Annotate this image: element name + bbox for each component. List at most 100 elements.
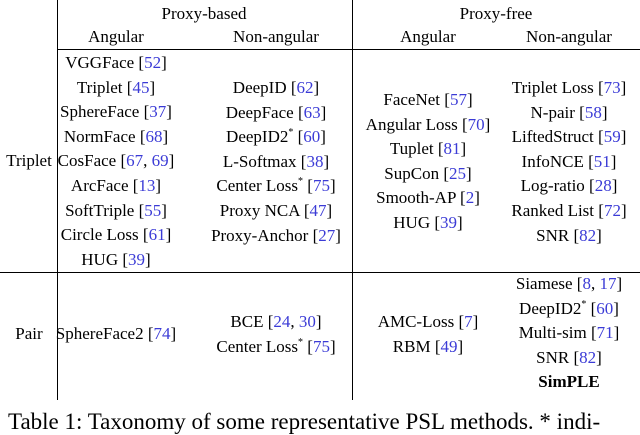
method-name: RBM	[392, 336, 431, 356]
citation-link[interactable]: 81	[443, 139, 461, 159]
method-name: VGGFace	[65, 53, 135, 72]
citation-link[interactable]: 25	[449, 163, 467, 183]
citation-link[interactable]: 2	[465, 188, 475, 208]
method-entry: CosFace [67, 69]	[57, 151, 175, 171]
method-entry: FaceNet [57]	[383, 90, 473, 109]
citation-link[interactable]: 7	[464, 312, 473, 331]
citation-link[interactable]: 24	[273, 312, 291, 331]
method-entry: LiftedStruct [59]	[511, 127, 627, 147]
citation-link[interactable]: 38	[306, 151, 324, 171]
method-entry: Multi-sim [71]	[518, 323, 620, 343]
method-entry: Angular Loss [70]	[365, 114, 491, 134]
asterisk-mark: *	[581, 298, 587, 310]
citation-link[interactable]: 30	[298, 312, 316, 331]
citation-link[interactable]: 74	[153, 324, 171, 343]
method-entry: DeepFace [63]	[225, 102, 327, 122]
citation-link[interactable]: 39	[128, 249, 146, 269]
citation-link[interactable]: 71	[596, 323, 614, 343]
citation-link[interactable]: 57	[449, 90, 467, 109]
citation-link[interactable]: 47	[309, 201, 327, 220]
citation-link[interactable]: 59	[603, 127, 621, 147]
method-entry: Ranked List [72]	[511, 201, 627, 220]
method-name: SNR	[536, 225, 570, 245]
method-entry: SNR [82]	[536, 347, 602, 367]
citation-link[interactable]: 67	[126, 151, 144, 171]
method-entry: SNR [82]	[536, 225, 602, 245]
method-name: Ranked List	[511, 201, 595, 220]
header-rule	[57, 49, 640, 50]
method-name: SupCon	[384, 163, 440, 183]
asterisk-mark: *	[298, 336, 304, 348]
citation-link[interactable]: 60	[303, 127, 321, 147]
citation-link[interactable]: 70	[467, 114, 485, 134]
citation-link[interactable]: 63	[303, 102, 321, 122]
method-entry: Triplet [45]	[76, 77, 156, 97]
method-name: Triplet	[76, 77, 123, 97]
citation-link[interactable]: 69	[151, 151, 169, 171]
citation-link[interactable]: 8	[582, 274, 591, 293]
citation-link[interactable]: 75	[312, 336, 330, 356]
citation-link[interactable]: 52	[144, 53, 162, 72]
citation-link[interactable]: 28	[594, 176, 612, 196]
method-name: AMC-Loss	[377, 312, 455, 331]
method-name: HUG	[81, 249, 119, 269]
method-entry: BCE [24, 30]	[230, 312, 322, 331]
method-entry: Proxy NCA [47]	[219, 201, 333, 220]
method-name: Angular Loss	[365, 114, 458, 134]
row-rule	[0, 272, 640, 273]
citation-link[interactable]: 39	[440, 213, 458, 232]
method-name: BCE	[230, 312, 264, 331]
asterisk-mark: *	[298, 176, 304, 188]
method-name: Center Loss	[216, 336, 299, 356]
method-name: LiftedStruct	[511, 127, 594, 147]
method-entry: Tuplet [81]	[389, 139, 467, 159]
method-name: CosFace	[57, 151, 117, 171]
citation-link[interactable]: 45	[132, 77, 150, 97]
method-name: Center Loss	[216, 176, 299, 196]
method-entry: Triplet Loss [73]	[511, 78, 627, 97]
method-name: SphereFace	[60, 102, 140, 122]
method-name: DeepID	[232, 78, 287, 97]
citation-link[interactable]: 60	[596, 298, 614, 318]
method-entry: SupCon [25]	[384, 163, 472, 183]
citation-link[interactable]: 68	[145, 126, 163, 146]
method-name: DeepFace	[225, 102, 294, 122]
citation-link[interactable]: 75	[312, 176, 330, 196]
method-name: DeepID2	[519, 298, 582, 318]
method-entry: HUG [39]	[393, 213, 463, 232]
method-entry: DeepID2* [60]	[226, 127, 326, 147]
citation-link[interactable]: 49	[440, 336, 458, 356]
citation-link[interactable]: 62	[296, 78, 314, 97]
method-entry: ArcFace [13]	[70, 176, 162, 195]
method-entry: HUG [39]	[81, 249, 151, 269]
header-pb-nonangular: Non-angular	[233, 27, 319, 46]
citation-link[interactable]: 37	[149, 102, 167, 122]
citation-link[interactable]: 72	[603, 201, 621, 220]
citation-link[interactable]: 61	[148, 225, 166, 245]
row-label-pair: Pair	[15, 324, 43, 343]
citation-link[interactable]: 58	[584, 102, 602, 122]
method-name: ArcFace	[70, 176, 129, 195]
citation-link[interactable]: 13	[138, 176, 156, 195]
method-entry: NormFace [68]	[63, 126, 169, 146]
middle-rule	[352, 0, 353, 400]
method-entry: VGGFace [52]	[65, 53, 167, 72]
method-entry: Log-ratio [28]	[520, 176, 618, 196]
method-name: SNR	[536, 347, 570, 367]
header-pf-nonangular: Non-angular	[526, 27, 612, 46]
method-name: Triplet Loss	[511, 78, 594, 97]
method-entry: Circle Loss [61]	[60, 225, 172, 245]
citation-link[interactable]: 82	[579, 347, 597, 367]
citation-link[interactable]: 55	[144, 200, 162, 220]
method-entry: Proxy-Anchor [27]	[211, 225, 341, 245]
method-name: L-Softmax	[222, 151, 297, 171]
header-pb-angular: Angular	[88, 27, 144, 46]
method-entry: SphereFace2 [74]	[55, 324, 177, 343]
method-name: DeepID2	[226, 127, 289, 147]
citation-link[interactable]: 27	[318, 225, 336, 245]
citation-link[interactable]: 51	[593, 151, 611, 171]
citation-link[interactable]: 17	[599, 274, 617, 293]
method-name: Tuplet	[389, 139, 434, 159]
citation-link[interactable]: 73	[603, 78, 621, 97]
citation-link[interactable]: 82	[579, 225, 597, 245]
